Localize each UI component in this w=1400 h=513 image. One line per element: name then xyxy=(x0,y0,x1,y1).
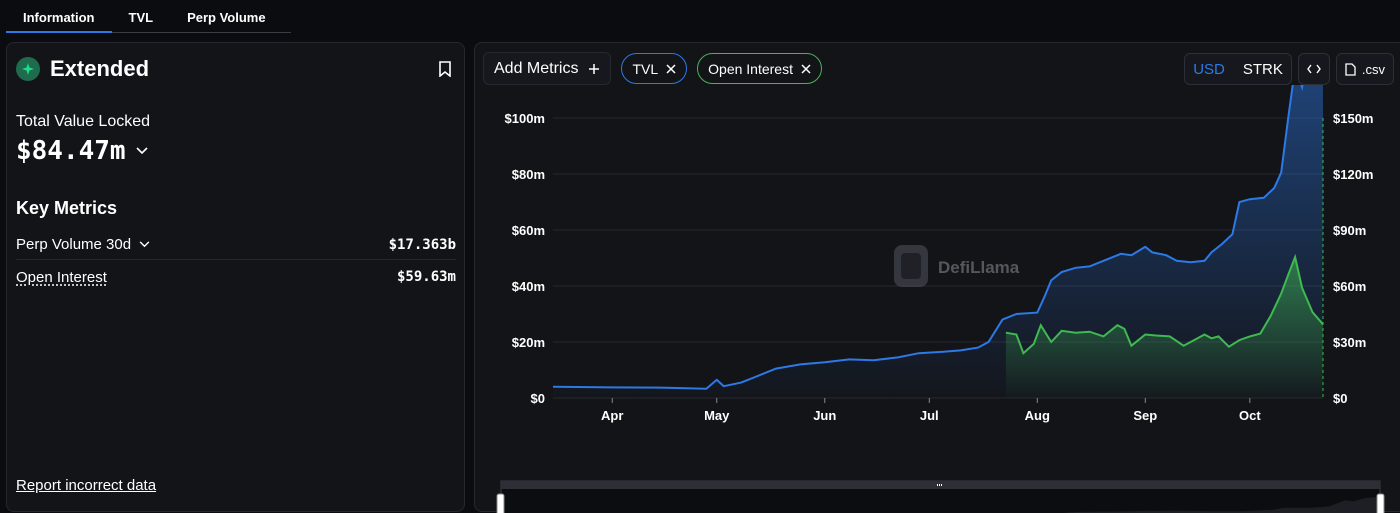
currency-option-strk[interactable]: STRK xyxy=(1242,60,1283,78)
currency-toggle: USD STRK xyxy=(1184,53,1292,85)
y-right-tick-label: $0 xyxy=(1333,391,1347,406)
chevron-down-icon xyxy=(136,147,148,155)
protocol-name: Extended xyxy=(50,56,150,81)
y-left-tick-label: $100m xyxy=(505,111,545,126)
info-panel: Extended Total Value Locked $84.47m Key … xyxy=(6,42,465,512)
embed-button[interactable] xyxy=(1297,53,1330,85)
y-left-tick-label: $20m xyxy=(512,335,545,350)
y-right-tick-label: $30m xyxy=(1333,335,1366,350)
defillama-watermark: DefiLlama xyxy=(894,245,1020,287)
pill-label: Open Interest xyxy=(708,60,793,77)
tab-tvl[interactable]: TVL xyxy=(128,10,154,25)
chart-range-brush[interactable] xyxy=(496,480,1385,513)
add-metrics-button[interactable]: Add Metrics xyxy=(483,52,612,85)
x-tick-label: May xyxy=(704,408,730,423)
tab-perp-volume[interactable]: Perp Volume xyxy=(187,10,266,25)
y-right-tick-label: $150m xyxy=(1333,111,1373,126)
report-incorrect-data-link[interactable]: Report incorrect data xyxy=(16,477,157,494)
key-metrics-title: Key Metrics xyxy=(16,198,118,218)
code-icon xyxy=(1307,64,1321,74)
metric-label: Perp Volume 30d xyxy=(16,236,132,253)
pill-label: TVL xyxy=(632,60,659,77)
tvl-label: Total Value Locked xyxy=(16,113,151,130)
y-left-tick-label: $80m xyxy=(512,167,545,182)
x-tick-label: Jul xyxy=(920,408,939,423)
metric-row-open-interest: Open Interest $59.63m xyxy=(16,262,456,292)
watermark-label: DefiLlama xyxy=(938,258,1020,277)
chart-toolbar: Add Metrics TVL Open Interest xyxy=(483,52,822,85)
x-tick-label: Aug xyxy=(1025,408,1050,423)
series-area-tvl xyxy=(553,85,1323,398)
tab-bar: Information TVL Perp Volume xyxy=(6,0,291,33)
protocol-logo xyxy=(16,57,40,81)
tvl-value: $84.47m xyxy=(16,136,126,166)
csv-download-button[interactable]: .csv xyxy=(1335,53,1394,85)
currency-option-usd[interactable]: USD xyxy=(1193,60,1225,78)
metric-pill-open-interest[interactable]: Open Interest xyxy=(697,53,822,84)
plus-icon xyxy=(589,63,600,74)
chart-areas xyxy=(553,85,1323,398)
csv-label: .csv xyxy=(1361,61,1385,77)
close-icon[interactable] xyxy=(666,63,676,74)
series-line-tvl xyxy=(552,85,1304,390)
add-metrics-label: Add Metrics xyxy=(494,59,579,77)
tvl-oi-chart: $0 $0 $20m $30m $40m $60m $60m $90m $80m $120m $10… xyxy=(496,85,1385,513)
x-tick-label: Sep xyxy=(1133,408,1157,423)
metric-pill-tvl[interactable]: TVL xyxy=(621,53,688,84)
close-icon[interactable] xyxy=(801,63,811,74)
chart-tools: USD STRK .csv xyxy=(1184,53,1394,85)
metric-value: $59.63m xyxy=(396,269,456,285)
y-left-tick-label: $40m xyxy=(512,279,545,294)
x-tick-label: Jun xyxy=(813,408,836,423)
bookmark-icon[interactable] xyxy=(438,61,452,82)
brush-handle-left[interactable] xyxy=(496,493,505,513)
metric-label: Open Interest xyxy=(16,268,107,286)
y-left-tick-label: $60m xyxy=(512,223,545,238)
series-line-open-interest xyxy=(1005,253,1324,355)
y-right-tick-label: $90m xyxy=(1333,223,1366,238)
y-left-tick-label: $0 xyxy=(531,391,545,406)
protocol-header: Extended xyxy=(16,56,149,82)
brush-handle-right[interactable] xyxy=(1376,493,1385,513)
y-right-tick-label: $120m xyxy=(1333,167,1373,182)
chevron-down-icon xyxy=(139,241,150,248)
y-right-tick-label: $60m xyxy=(1333,279,1366,294)
chart-lines xyxy=(552,85,1324,390)
metric-value: $17.363b xyxy=(388,236,456,253)
series-area-open-interest xyxy=(1005,257,1323,398)
tvl-value-dropdown[interactable]: $84.47m xyxy=(16,136,148,166)
chart-axes: $0 $0 $20m $30m $40m $60m $60m $90m $80m $120m $10… xyxy=(505,111,1374,423)
x-tick-label: Apr xyxy=(601,408,623,423)
file-icon xyxy=(1345,62,1356,76)
x-tick-label: Oct xyxy=(1239,408,1261,423)
tab-information[interactable]: Information xyxy=(6,0,112,33)
metric-row-perp-volume[interactable]: Perp Volume 30d $17.363b xyxy=(16,230,456,260)
chart-panel: Add Metrics TVL Open Interest USD STRK .… xyxy=(474,42,1400,513)
